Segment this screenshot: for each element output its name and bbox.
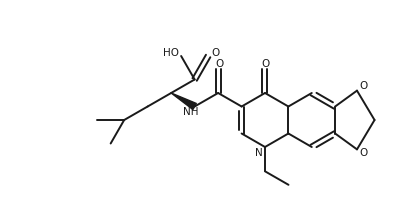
Text: O: O <box>215 59 223 69</box>
Text: NH: NH <box>183 107 198 116</box>
Text: HO: HO <box>163 48 179 58</box>
Text: N: N <box>255 148 263 158</box>
Text: O: O <box>360 81 368 91</box>
Text: O: O <box>360 148 368 158</box>
Polygon shape <box>171 93 196 110</box>
Text: O: O <box>262 59 270 69</box>
Text: O: O <box>211 48 219 58</box>
